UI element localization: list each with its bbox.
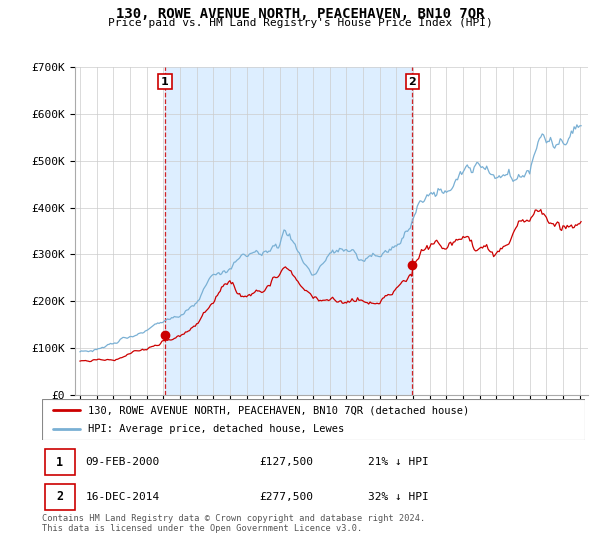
Text: 09-FEB-2000: 09-FEB-2000 [85,457,160,467]
Text: £127,500: £127,500 [259,457,313,467]
FancyBboxPatch shape [45,484,74,510]
Text: Contains HM Land Registry data © Crown copyright and database right 2024.
This d: Contains HM Land Registry data © Crown c… [42,514,425,534]
Text: 1: 1 [56,455,63,469]
Text: 16-DEC-2014: 16-DEC-2014 [85,492,160,502]
Bar [165,67,412,395]
FancyBboxPatch shape [45,449,74,475]
FancyBboxPatch shape [42,399,585,440]
Text: £277,500: £277,500 [259,492,313,502]
Text: 130, ROWE AVENUE NORTH, PEACEHAVEN, BN10 7QR (detached house): 130, ROWE AVENUE NORTH, PEACEHAVEN, BN10… [88,405,469,415]
Text: 2: 2 [56,491,63,503]
Text: HPI: Average price, detached house, Lewes: HPI: Average price, detached house, Lewe… [88,424,344,433]
Text: 130, ROWE AVENUE NORTH, PEACEHAVEN, BN10 7QR: 130, ROWE AVENUE NORTH, PEACEHAVEN, BN10… [116,7,484,21]
Text: 1: 1 [161,77,169,87]
Text: Price paid vs. HM Land Registry's House Price Index (HPI): Price paid vs. HM Land Registry's House … [107,18,493,28]
Text: 32% ↓ HPI: 32% ↓ HPI [368,492,428,502]
Text: 2: 2 [409,77,416,87]
Text: 21% ↓ HPI: 21% ↓ HPI [368,457,428,467]
